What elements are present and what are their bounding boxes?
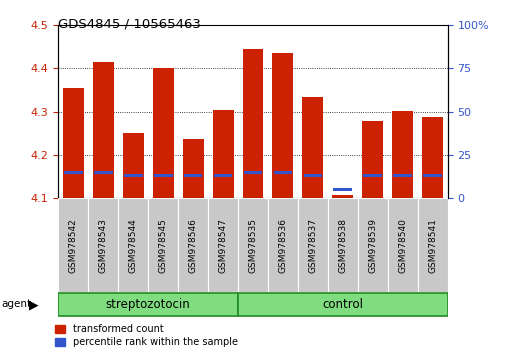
Bar	[422, 117, 442, 198]
Text: ▶: ▶	[29, 298, 39, 311]
Bar	[123, 174, 142, 177]
Bar	[242, 48, 263, 198]
Text: GSM978540: GSM978540	[397, 218, 407, 273]
Bar	[93, 171, 113, 174]
Text: GSM978535: GSM978535	[248, 218, 257, 273]
Text: GSM978542: GSM978542	[69, 218, 78, 273]
Bar	[212, 110, 233, 198]
Bar	[417, 198, 447, 292]
Bar	[357, 198, 387, 292]
Bar	[64, 171, 82, 174]
Bar	[303, 174, 322, 177]
Text: GSM978536: GSM978536	[278, 218, 287, 273]
Bar	[333, 188, 351, 191]
Text: GSM978537: GSM978537	[308, 218, 317, 273]
Bar	[391, 111, 413, 198]
Bar	[363, 174, 382, 177]
Bar	[237, 198, 268, 292]
Bar	[182, 139, 203, 198]
Bar	[387, 198, 417, 292]
Text: GSM978546: GSM978546	[188, 218, 197, 273]
Text: agent: agent	[1, 299, 31, 309]
Text: streptozotocin: streptozotocin	[106, 298, 190, 311]
Legend: transformed count, percentile rank within the sample: transformed count, percentile rank withi…	[56, 325, 237, 347]
Bar	[423, 174, 441, 177]
Bar	[213, 174, 232, 177]
Bar	[208, 198, 237, 292]
Bar	[154, 174, 172, 177]
Text: control: control	[322, 298, 363, 311]
Bar	[362, 121, 383, 198]
FancyBboxPatch shape	[58, 293, 237, 316]
Text: GSM978539: GSM978539	[368, 218, 377, 273]
Bar	[392, 174, 412, 177]
Text: GSM978543: GSM978543	[98, 218, 108, 273]
Bar	[273, 171, 292, 174]
Bar	[58, 198, 88, 292]
Bar	[332, 195, 352, 198]
Text: GDS4845 / 10565463: GDS4845 / 10565463	[58, 18, 200, 31]
Text: GSM978545: GSM978545	[158, 218, 167, 273]
Bar	[302, 97, 323, 198]
Bar	[243, 171, 262, 174]
Bar	[118, 198, 148, 292]
Bar	[122, 133, 143, 198]
Text: GSM978538: GSM978538	[338, 218, 347, 273]
Bar	[297, 198, 327, 292]
Bar	[183, 174, 202, 177]
Text: GSM978541: GSM978541	[427, 218, 436, 273]
Bar	[88, 198, 118, 292]
Bar	[178, 198, 208, 292]
Bar	[327, 198, 357, 292]
FancyBboxPatch shape	[237, 293, 447, 316]
Text: GSM978547: GSM978547	[218, 218, 227, 273]
Bar	[268, 198, 297, 292]
Bar	[153, 68, 173, 198]
Bar	[63, 88, 83, 198]
Bar	[92, 62, 114, 198]
Bar	[148, 198, 178, 292]
Bar	[272, 53, 293, 198]
Text: GSM978544: GSM978544	[128, 218, 137, 273]
